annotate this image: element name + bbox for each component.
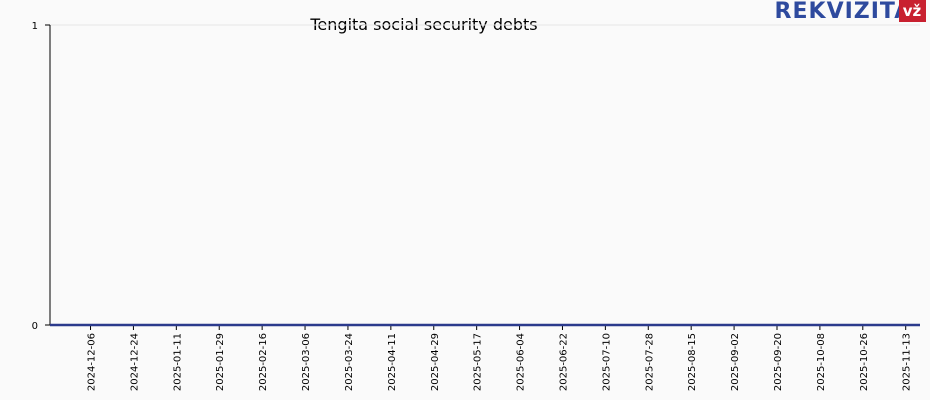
x-tick-label: 2024-12-06 [87,333,98,391]
x-tick-label: 2025-02-16 [258,333,269,391]
x-tick-label: 2025-06-22 [558,333,569,391]
x-tick-label: 2025-04-29 [430,333,441,391]
x-tick-label: 2025-05-17 [473,333,484,391]
x-tick-label: 2025-11-13 [902,333,913,391]
x-tick-label: 2025-09-02 [730,333,741,391]
x-tick-label: 2024-12-24 [129,333,140,391]
x-tick-label: 2025-09-20 [773,333,784,391]
x-tick-label: 2025-03-06 [301,333,312,391]
x-tick-label: 2025-07-10 [601,333,612,391]
x-tick-label: 2025-01-11 [172,333,183,391]
logo-badge-bg [899,0,926,22]
x-tick-label: 2025-10-08 [816,333,827,391]
logo[interactable]: REKVIZITAI vž [775,0,926,24]
x-tick-label: 2025-04-11 [387,333,398,391]
x-tick-label: 2025-03-24 [344,333,355,391]
x-tick-label: 2025-08-15 [687,333,698,391]
y-tick-label: 0 [32,321,38,332]
x-tick-label: 2025-01-29 [215,333,226,391]
x-tick-label: 2025-10-26 [859,333,870,391]
y-tick-label: 1 [32,21,38,32]
x-tick-label: 2025-07-28 [644,333,655,391]
x-tick-label: 2025-06-04 [516,333,527,391]
logo-text: REKVIZITAI [775,0,922,24]
logo-badge: vž [903,2,922,20]
